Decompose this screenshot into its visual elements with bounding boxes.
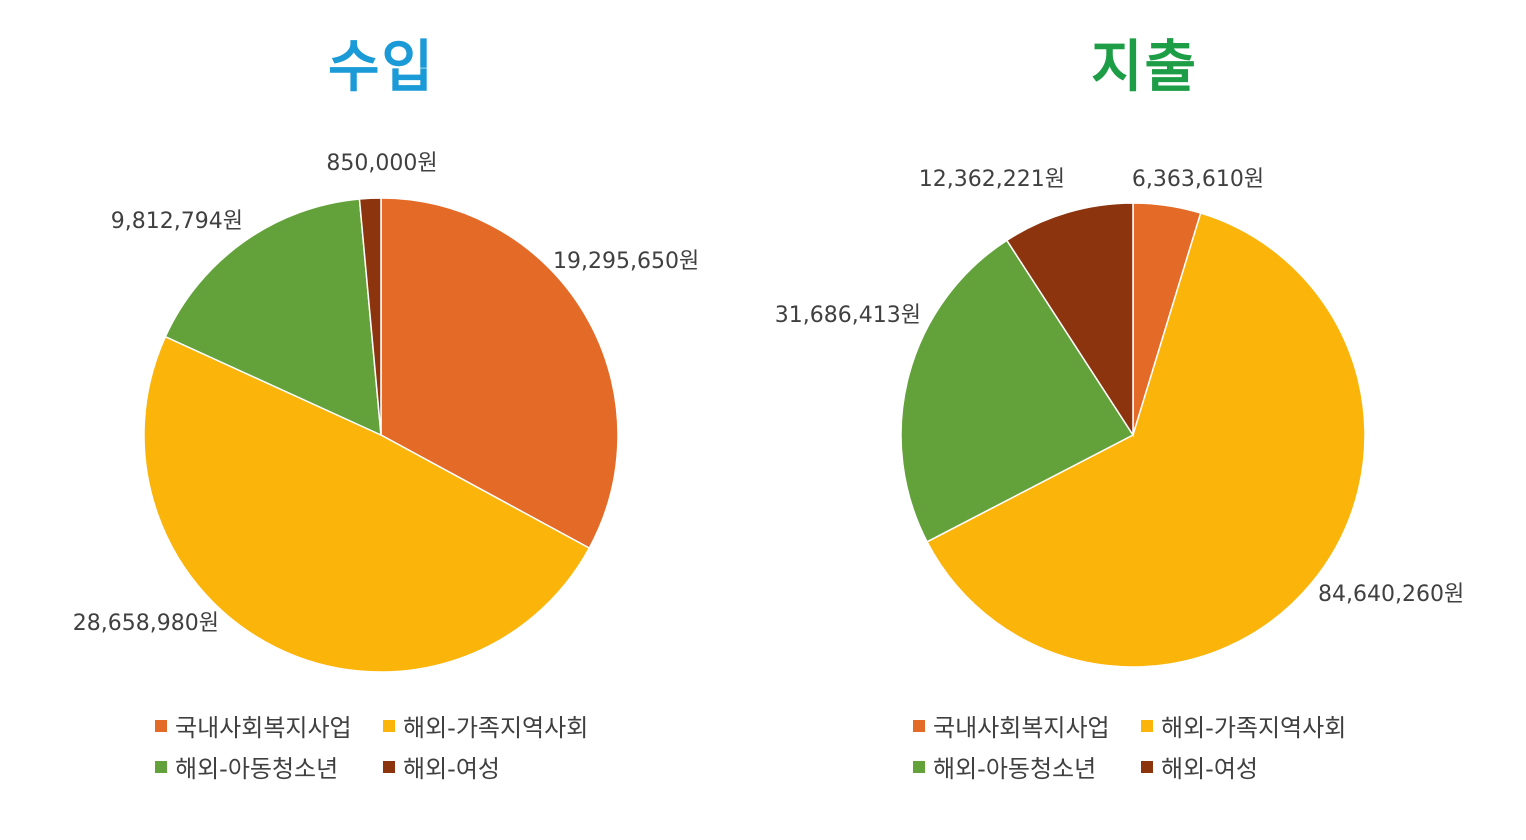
- data-label-domestic-welfare: 19,295,650원: [553, 249, 699, 274]
- expense-pie-chart: 6,363,610원 84,640,260원 31,686,413원 12,362,2…: [775, 167, 1464, 668]
- legend-label: 해외-가족지역사회: [403, 714, 589, 742]
- legend-item-overseas-family-community: 해외-가족지역사회: [383, 708, 603, 743]
- legend-label: 국내사회복지사업: [933, 714, 1110, 742]
- expense-chart-title: 지출: [1090, 35, 1199, 100]
- legend-item-overseas-children-youth: 해외-아동청소년: [155, 749, 383, 784]
- data-label-overseas-children-youth: 31,686,413원: [775, 303, 921, 328]
- legend-item-domestic-welfare: 국내사회복지사업: [913, 708, 1141, 743]
- legend-item-overseas-women: 해외-여성: [1141, 749, 1361, 784]
- legend-swatch-overseas-family-community: [383, 719, 395, 732]
- data-label-domestic-welfare: 6,363,610원: [1132, 167, 1264, 192]
- pie-slice-domestic-welfare: [380, 197, 619, 550]
- legend-label: 해외-여성: [403, 755, 500, 783]
- data-label-overseas-women: 850,000원: [326, 151, 437, 176]
- pie-slice-overseas-family-community: [926, 212, 1366, 668]
- legend-label: 해외-가족지역사회: [1161, 714, 1347, 742]
- data-label-overseas-family-community: 84,640,260원: [1318, 582, 1464, 607]
- legend-swatch-overseas-family-community: [1141, 719, 1153, 732]
- legend-label: 해외-아동청소년: [175, 755, 339, 783]
- data-label-overseas-family-community: 28,658,980원: [73, 611, 219, 636]
- legend-label: 해외-아동청소년: [933, 755, 1097, 783]
- pie-slice-overseas-children-youth: [164, 198, 382, 437]
- legend-item-overseas-family-community: 해외-가족지역사회: [1141, 708, 1361, 743]
- legend-item-overseas-women: 해외-여성: [383, 749, 603, 784]
- legend-label: 국내사회복지사업: [175, 714, 352, 742]
- income-chart-panel: 수입 19,295,650원 28,658,980원 9,812,794원 850,0…: [73, 35, 699, 784]
- legend-swatch-domestic-welfare: [155, 719, 167, 732]
- legend-item-domestic-welfare: 국내사회복지사업: [155, 708, 383, 743]
- legend-label: 해외-여성: [1161, 755, 1258, 783]
- data-label-overseas-children-youth: 9,812,794원: [111, 209, 243, 234]
- expense-legend: 국내사회복지사업 해외-가족지역사회 해외-아동청소년 해외-여성: [913, 708, 1361, 784]
- pie-slice-overseas-children-youth: [900, 239, 1135, 543]
- pie-slice-overseas-women: [358, 197, 382, 436]
- income-chart-title: 수입: [327, 35, 436, 100]
- legend-item-overseas-children-youth: 해외-아동청소년: [913, 749, 1141, 784]
- income-pie-chart: 19,295,650원 28,658,980원 9,812,794원 850,000원: [73, 151, 699, 673]
- legend-swatch-domestic-welfare: [913, 719, 925, 732]
- data-label-overseas-women: 12,362,221원: [919, 167, 1065, 192]
- expense-chart-panel: 지출 6,363,610원 84,640,260원 31,686,413원 12,36…: [763, 0, 1526, 840]
- legend-swatch-overseas-children-youth: [913, 760, 925, 773]
- pie-slice-overseas-family-community: [143, 335, 591, 673]
- pie-slice-overseas-women: [1005, 202, 1134, 438]
- legend-swatch-overseas-women: [383, 760, 395, 773]
- legend-swatch-overseas-children-youth: [155, 760, 167, 773]
- income-legend: 국내사회복지사업 해외-가족지역사회 해외-아동청소년 해외-여성: [155, 708, 603, 784]
- legend-swatch-overseas-women: [1141, 760, 1153, 773]
